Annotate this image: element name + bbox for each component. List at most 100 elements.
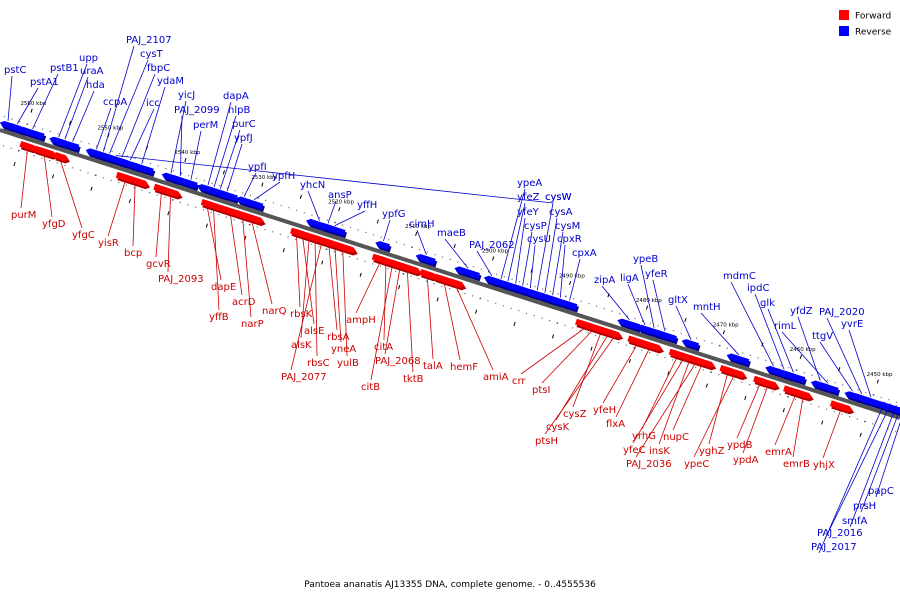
tick-mark — [628, 358, 631, 364]
tick-dot — [542, 288, 544, 290]
gene-label-yfeY: yfeY — [517, 207, 540, 218]
tick-mark — [569, 280, 572, 286]
gene-label-prsH: prsH — [853, 501, 876, 512]
axis-line — [0, 128, 900, 420]
tick-dot — [303, 212, 305, 214]
tick-dot — [218, 214, 220, 216]
tick-dot — [726, 347, 728, 349]
leader-cysW — [536, 202, 554, 291]
tick-dot — [625, 344, 628, 346]
leader-citA — [383, 264, 387, 341]
leader-alsE — [302, 238, 315, 325]
gene-label-cysT: cysT — [140, 49, 164, 60]
tick-dot — [802, 401, 805, 403]
tick-dot — [125, 184, 128, 186]
tick-dot — [519, 281, 521, 283]
tick-mark — [782, 408, 785, 413]
leader-cpxR — [559, 244, 566, 298]
gene-label-yrhG: yrhG — [632, 431, 656, 442]
tick-dot — [795, 398, 797, 400]
gene-label-pstC: pstC — [4, 65, 26, 76]
label-leader-lines — [7, 45, 900, 554]
tick-dot — [156, 194, 158, 196]
leader-uraA — [64, 76, 89, 140]
gene-yvrE — [857, 395, 883, 408]
leader-nlpB — [213, 115, 237, 188]
tick-dot — [710, 371, 712, 374]
tick-dot — [10, 147, 12, 149]
gene-label-ptsH: ptsH — [535, 436, 558, 447]
tick-dot — [96, 145, 98, 147]
leader-yulB — [342, 251, 348, 357]
kbp-tick-label: 2480 kbp — [636, 298, 662, 304]
tick-dot — [795, 369, 798, 372]
gene-label-papC: papC — [868, 486, 894, 497]
gene-label-yneA: yneA — [331, 344, 356, 355]
gene-label-citA: citA — [374, 342, 393, 353]
tick-dot — [396, 241, 398, 243]
leader-purC — [219, 129, 241, 190]
tick-dot — [818, 406, 820, 408]
gene-label-cpxR: cpxR — [557, 234, 582, 245]
tick-dot — [602, 337, 605, 339]
gene-yfgD — [33, 145, 57, 158]
leader-yfeR — [652, 279, 666, 332]
gene-glk — [779, 370, 806, 383]
gene-PAJ_2093 — [161, 186, 182, 197]
leader-fbpC — [121, 73, 156, 158]
tick-dot — [857, 389, 859, 391]
tick-dot — [826, 379, 828, 381]
gene-label-yghZ: yghZ — [699, 446, 725, 457]
gene-label-PAJ_2020: PAJ_2020 — [819, 307, 865, 318]
tick-dot — [557, 293, 559, 295]
leader-bcp — [132, 184, 136, 247]
tick-dot — [788, 367, 790, 369]
gene-label-ypeA: ypeA — [517, 178, 542, 189]
tick-dot — [649, 352, 651, 354]
tick-dot — [288, 207, 290, 209]
legend: Forward Reverse — [839, 10, 892, 38]
gene-label-gcvR: gcvR — [146, 259, 171, 270]
tick-dot — [772, 362, 775, 364]
gene-rimL — [815, 382, 839, 394]
tick-dot — [134, 157, 136, 160]
tick-dot — [618, 342, 620, 344]
leader-yfeY — [515, 217, 526, 284]
tick-mark — [128, 198, 131, 204]
tick-dot — [119, 153, 121, 155]
tick-dot — [349, 256, 351, 258]
leader-cysM — [552, 231, 564, 296]
tick-dot — [425, 280, 428, 282]
gene-label-citB: citB — [361, 382, 380, 393]
leader-pstB1 — [32, 73, 59, 130]
tick-mark — [13, 161, 16, 167]
gene-label-yfeC: yfeC — [623, 445, 646, 456]
tick-dot — [234, 189, 236, 192]
tick-dot — [649, 322, 652, 324]
leader-yrhG — [641, 357, 677, 430]
gene-label-yhjX: yhjX — [813, 460, 835, 471]
gene-label-cysM: cysM — [555, 221, 580, 232]
tick-dot — [64, 164, 66, 167]
tick-dot — [402, 272, 405, 275]
gene-emrB — [794, 389, 813, 399]
tick-dot — [72, 167, 74, 169]
gene-label-amiA: amiA — [483, 372, 509, 383]
tick-dot — [280, 204, 282, 206]
gene-yulB — [330, 240, 357, 253]
leader-perM — [190, 130, 202, 180]
tick-dot — [765, 359, 767, 361]
tick-dot — [111, 150, 113, 152]
gene-amiA — [450, 278, 465, 288]
tick-dot — [810, 403, 812, 405]
gene-label-rbsA: rbsA — [327, 332, 350, 343]
gene-label-yffB: yffB — [209, 312, 229, 323]
tick-dot — [772, 391, 774, 393]
tick-mark — [415, 231, 418, 236]
tick-dot — [841, 413, 843, 415]
gene-label-yfgC: yfgC — [72, 230, 95, 241]
gene-label-mdmC: mdmC — [723, 271, 756, 282]
tick-dot — [880, 396, 882, 398]
leader-narQ — [251, 222, 273, 305]
leader-ampH — [355, 262, 381, 314]
